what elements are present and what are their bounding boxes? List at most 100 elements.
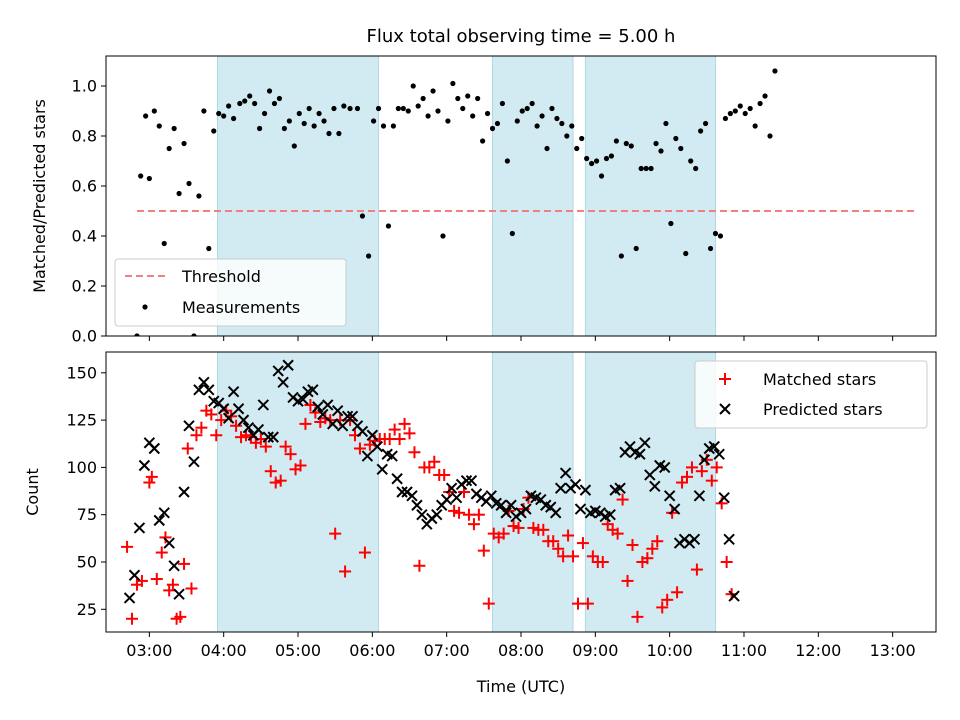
matched-star-point bbox=[671, 586, 684, 599]
matched-star-point bbox=[576, 537, 589, 550]
measurement-point bbox=[405, 108, 411, 114]
predicted-star-point bbox=[336, 420, 349, 432]
measurement-point bbox=[712, 230, 719, 237]
measurement-point bbox=[286, 118, 292, 124]
matched-star-point bbox=[279, 440, 292, 453]
y-tick-label: 0.6 bbox=[72, 177, 97, 196]
predicted-star-point bbox=[728, 590, 740, 602]
measurement-point bbox=[230, 115, 237, 122]
predicted-star-point bbox=[688, 533, 701, 546]
measurement-point bbox=[762, 93, 768, 99]
matched-star-point bbox=[294, 459, 307, 472]
y-tick-label: 0.8 bbox=[72, 127, 97, 146]
measurement-point bbox=[772, 68, 778, 74]
y-tick-label: 0.2 bbox=[72, 277, 97, 296]
y-tick-label: 50 bbox=[77, 553, 97, 572]
measurement-point bbox=[608, 153, 615, 159]
matched-star-point bbox=[695, 465, 708, 478]
shaded-interval bbox=[584, 352, 716, 632]
matched-star-point bbox=[472, 508, 485, 521]
predicted-star-point bbox=[232, 403, 245, 415]
matched-star-point bbox=[190, 429, 203, 442]
measurement-point bbox=[603, 155, 610, 162]
measurement-point bbox=[242, 98, 248, 104]
matched-star-point bbox=[215, 414, 228, 427]
measurement-point bbox=[717, 233, 724, 239]
predicted-star-point bbox=[183, 420, 195, 432]
measurement-point bbox=[732, 108, 738, 114]
matched-star-point bbox=[596, 556, 609, 568]
measurement-point bbox=[479, 138, 486, 144]
matched-star-point bbox=[651, 535, 664, 548]
measurement-point bbox=[191, 333, 197, 336]
bottom-y-ticks: 25 50 75 100 125 150 bbox=[66, 363, 106, 619]
measurement-point bbox=[134, 333, 140, 336]
predicted-star-point bbox=[366, 429, 379, 441]
matched-star-point bbox=[616, 493, 629, 506]
y-tick-label: 125 bbox=[66, 411, 97, 430]
predicted-star-point bbox=[277, 376, 289, 388]
predicted-star-point bbox=[267, 431, 279, 443]
measurement-point bbox=[156, 123, 162, 129]
predicted-star-point bbox=[307, 384, 319, 396]
matched-star-point bbox=[581, 597, 594, 610]
matched-star-point bbox=[705, 474, 718, 487]
measurement-point bbox=[702, 120, 709, 127]
measurement-point bbox=[347, 105, 353, 112]
measurement-point bbox=[470, 113, 476, 119]
measurement-point bbox=[445, 118, 451, 124]
measurement-point bbox=[166, 145, 172, 152]
predicted-star-point bbox=[188, 456, 200, 468]
predicted-star-point bbox=[242, 421, 255, 434]
x-tick-label: 07:00 bbox=[424, 641, 470, 660]
measurement-point bbox=[613, 138, 619, 144]
predicted-star-point bbox=[178, 486, 190, 498]
x-tick-label: 05:00 bbox=[275, 641, 321, 660]
matched-star-point bbox=[259, 440, 272, 453]
measurement-point bbox=[336, 130, 342, 137]
measurement-point bbox=[138, 173, 144, 179]
predicted-star-point bbox=[663, 490, 676, 502]
matched-star-point bbox=[121, 540, 134, 553]
measurement-point bbox=[206, 245, 212, 252]
matched-star-point bbox=[720, 556, 733, 568]
bottom-panel: 25 50 75 100 125 150 03:00 04:00 05:00 06:00 07:0… bbox=[23, 351, 937, 696]
measurement-point bbox=[226, 103, 232, 109]
measurement-point bbox=[316, 110, 322, 117]
predicted-star-point bbox=[614, 482, 626, 494]
matched-star-point bbox=[143, 476, 156, 489]
count-points bbox=[121, 359, 740, 625]
predicted-star-point bbox=[128, 569, 141, 581]
matched-star-point bbox=[547, 535, 560, 548]
measurement-point bbox=[247, 93, 253, 99]
measurement-point bbox=[450, 80, 456, 87]
predicted-star-point bbox=[312, 401, 324, 413]
predicted-star-point bbox=[237, 414, 250, 426]
y-tick-label: 0.0 bbox=[72, 327, 97, 346]
legend-threshold-label: Threshold bbox=[181, 267, 261, 286]
measurement-point bbox=[161, 240, 167, 247]
predicted-star-point bbox=[500, 507, 512, 519]
measurement-point bbox=[375, 105, 382, 112]
predicted-star-point bbox=[262, 431, 274, 443]
predicted-star-point bbox=[153, 514, 165, 527]
matched-star-point bbox=[274, 474, 287, 487]
y-tick-label: 100 bbox=[66, 458, 97, 477]
matched-star-point bbox=[388, 423, 401, 436]
matched-star-point bbox=[467, 518, 480, 531]
measurement-point bbox=[311, 123, 317, 129]
predicted-star-point bbox=[297, 393, 309, 406]
measurement-point bbox=[589, 160, 595, 167]
x-tick-label: 12:00 bbox=[795, 641, 841, 660]
predicted-star-point bbox=[356, 425, 369, 438]
top-ylabel: Matched/Predicted stars bbox=[30, 99, 49, 293]
matched-star-point bbox=[482, 597, 495, 610]
measurement-point bbox=[390, 123, 397, 129]
measurement-point bbox=[579, 135, 585, 142]
predicted-star-point bbox=[193, 384, 205, 396]
matched-star-point bbox=[552, 542, 565, 555]
measurement-point bbox=[359, 213, 366, 219]
predicted-star-point bbox=[520, 503, 532, 515]
predicted-star-point bbox=[227, 386, 240, 398]
matched-star-point bbox=[646, 542, 659, 555]
